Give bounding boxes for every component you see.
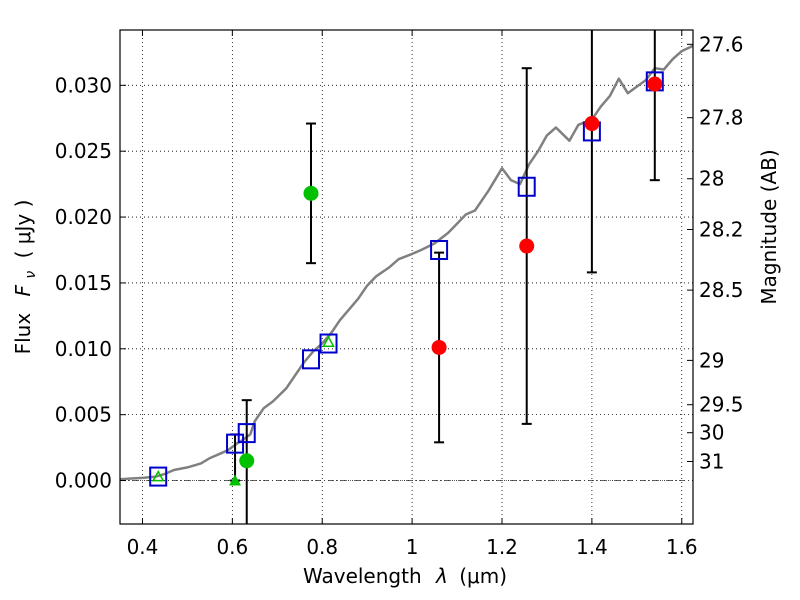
x-tick-label: 1.6 (666, 535, 698, 559)
sed-line (119, 44, 694, 481)
x-axis-title-symbol: λ (435, 564, 448, 588)
sed-layer (119, 44, 694, 481)
svg-text:Wavelength λ (μm): Wavelength λ (μm) (303, 564, 507, 588)
x-tick-label: 0.6 (216, 535, 248, 559)
grid-layer (120, 30, 693, 524)
y-tick-label: 0.025 (55, 139, 112, 163)
y-tick-label: 0.015 (55, 271, 112, 295)
data-point (431, 339, 447, 355)
y-tick-label: 0.030 (55, 73, 112, 97)
marker-layer (149, 71, 664, 487)
x-axis-title-unit: (μm) (459, 564, 507, 588)
y2-tick-label: 27.8 (699, 106, 744, 130)
y2-tick-label: 28.5 (699, 278, 744, 302)
x-tick-label: 1.4 (576, 535, 608, 559)
errorbar-layer (230, 30, 660, 524)
x-tick-label: 0.8 (306, 535, 338, 559)
plot-frame (119, 29, 694, 525)
y-axis-title: Flux F ν ( μJy ) (11, 200, 40, 355)
svg-text:Flux F ν ( μ: Flux F ν ( μJy ) (11, 200, 40, 355)
model-point (237, 423, 256, 444)
y2-tick-label: 28 (699, 167, 724, 191)
y2-tick-label: 30 (699, 421, 724, 445)
model-point (517, 176, 536, 197)
y2-tick-label: 31 (699, 449, 724, 473)
y-axis-title-unit: ( μJy ) (11, 200, 35, 259)
model-point (319, 333, 338, 354)
y-axis-title-subscript: ν (23, 271, 39, 279)
y2-axis-title: Magnitude (AB) (757, 149, 781, 304)
x-axis-title-text: Wavelength (303, 564, 422, 588)
model-point (149, 466, 168, 487)
faint-point (151, 470, 165, 482)
y-tick-label: 0.010 (55, 337, 112, 361)
y2-tick-label: 29 (699, 348, 724, 372)
data-point (519, 238, 535, 254)
y-axis-title-text: Flux (11, 313, 35, 355)
model-point (226, 433, 245, 454)
model-point (430, 239, 449, 260)
data-point (303, 185, 319, 201)
data-point (584, 116, 600, 132)
tick-layer: 0.4 0.6 0.8 1 1.2 1.4 1.6 0.000 0.005 0.010 0.015 0… (55, 30, 744, 559)
x-tick-label: 1 (406, 535, 419, 559)
data-point (239, 453, 255, 469)
y-tick-label: 0.005 (55, 403, 112, 427)
y2-tick-label: 29.5 (699, 393, 744, 417)
upper-limit-point (229, 474, 242, 486)
y-axis-title-symbol: F (11, 284, 35, 296)
y2-tick-label: 27.6 (699, 32, 744, 56)
faint-point (322, 335, 335, 347)
y2-axis-title-text: Magnitude (AB) (757, 149, 781, 304)
y-tick-label: 0.020 (55, 205, 112, 229)
data-point (647, 76, 663, 92)
x-axis-title: Wavelength λ (μm) (303, 564, 507, 588)
x-tick-label: 0.4 (127, 535, 159, 559)
x-tick-label: 1.2 (486, 535, 518, 559)
model-point (302, 349, 320, 370)
y2-tick-label: 28.2 (699, 218, 744, 242)
y-tick-label: 0.000 (55, 469, 112, 493)
